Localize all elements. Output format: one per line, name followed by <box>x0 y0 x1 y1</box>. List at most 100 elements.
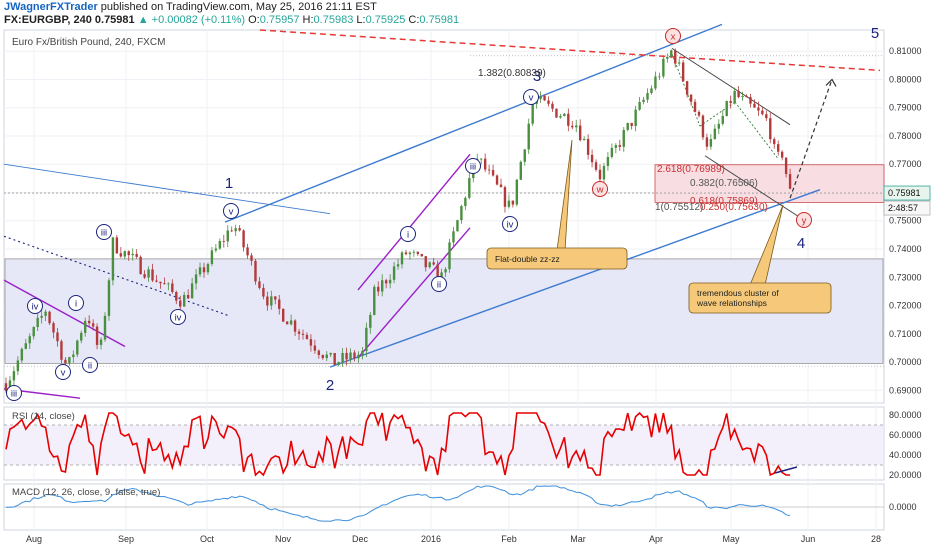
candle-body <box>210 250 214 264</box>
lower-channel-line <box>329 188 821 368</box>
candle-body <box>729 100 732 104</box>
candle-body <box>582 138 586 141</box>
candle-body <box>250 255 253 261</box>
wave-label-circle <box>502 216 518 232</box>
price-tick-label: 0.79000 <box>889 103 922 113</box>
ohlc-close: 0.75981 <box>419 14 460 26</box>
candle-body <box>563 113 566 117</box>
wave-label-circle <box>6 385 22 401</box>
candle-body <box>297 331 301 334</box>
candle-body <box>262 287 265 297</box>
candle-body <box>555 108 558 118</box>
candle-body <box>725 100 728 116</box>
ohlc-open: 0.75957 <box>259 14 300 26</box>
wave-label-iii: iii <box>470 162 476 173</box>
candle-body <box>305 334 309 340</box>
candle-body <box>571 125 574 128</box>
candle-body <box>602 165 606 180</box>
correction-lower-line <box>704 155 806 222</box>
purple-channel-lower <box>357 227 471 359</box>
candle-body <box>780 151 784 158</box>
candle-body <box>309 339 313 346</box>
candle-body <box>12 371 16 381</box>
candle-body <box>575 125 578 128</box>
candle-body <box>40 315 43 318</box>
ohlc-low-label: L: <box>356 14 366 26</box>
candle-body <box>159 281 162 284</box>
price-tick-label: 0.80000 <box>889 74 922 84</box>
candle-body <box>258 281 261 288</box>
candle-body <box>495 175 499 185</box>
wave-label-circle <box>55 364 71 380</box>
time-tick-label: Nov <box>275 534 292 544</box>
time-tick-label: Jun <box>801 534 816 544</box>
callout-flat-double-box <box>486 247 628 270</box>
candle-body <box>278 299 281 309</box>
rsi-tick-label: 80.0000 <box>889 410 922 420</box>
rsi-tick-label: 20.0000 <box>889 470 922 480</box>
candle-body <box>543 95 546 101</box>
candle-body <box>119 253 123 257</box>
candle-body <box>769 118 772 140</box>
price-tick-label: 0.74000 <box>889 244 922 254</box>
candle-body <box>527 123 530 150</box>
wave-label-circle <box>592 181 608 197</box>
candle-body <box>507 200 511 207</box>
candle-body <box>377 286 380 292</box>
candle-body <box>784 157 788 175</box>
candle-body <box>590 154 594 163</box>
wave-label-iv: iv <box>32 302 39 313</box>
candle-body <box>242 230 245 248</box>
candle-body <box>115 237 119 254</box>
macd-title: MACD (12, 26, close, 9, false, true) <box>12 487 160 498</box>
candle-body <box>515 179 519 205</box>
author-link[interactable]: JWagnerFXTrader <box>4 1 98 13</box>
fib-level-label: 0.250(0.75630) <box>700 202 768 213</box>
rsi-title: RSI (14, close) <box>12 411 75 422</box>
wave-label-circle <box>96 224 112 240</box>
candle-body <box>72 354 75 358</box>
wave-label-ii: ii <box>437 280 441 291</box>
candle-body <box>76 340 79 355</box>
candle-body <box>361 350 364 355</box>
candle-body <box>670 50 673 57</box>
price-tick-label: 0.81000 <box>889 46 922 56</box>
candle-body <box>432 262 435 265</box>
wave-label-2: 2 <box>326 377 334 394</box>
candle-body <box>634 109 637 127</box>
candle-body <box>44 311 47 316</box>
wave-label-circle <box>27 298 43 314</box>
candle-body <box>202 267 206 273</box>
candle-body <box>87 320 91 324</box>
time-tick-label: Feb <box>501 534 517 544</box>
candle-body <box>341 352 344 363</box>
candle-body <box>131 253 134 256</box>
candle-body <box>765 114 768 119</box>
wave-label-y: y <box>802 216 807 227</box>
price-tick-label: 0.71000 <box>889 329 922 339</box>
price-tick-label: 0.73000 <box>889 272 922 282</box>
candle-body <box>523 149 526 162</box>
candle-body <box>416 251 420 254</box>
wave-label-circle <box>665 28 681 44</box>
candle-body <box>167 283 170 285</box>
candle-body <box>622 129 625 147</box>
candle-body <box>337 362 340 365</box>
candle-body <box>214 248 218 251</box>
candle-body <box>8 380 12 391</box>
candle-body <box>511 200 515 205</box>
candle-body <box>713 128 717 140</box>
candle-body <box>737 90 740 98</box>
candle-body <box>685 81 689 95</box>
candle-body <box>175 291 178 301</box>
candle-body <box>266 296 269 306</box>
wave-label-w: w <box>596 185 604 196</box>
candle-body <box>325 354 328 359</box>
fib-cluster-zone <box>654 164 885 203</box>
countdown-badge <box>883 200 931 216</box>
candle-body <box>392 266 396 280</box>
wave-label-v: v <box>229 207 234 218</box>
candle-body <box>579 125 582 141</box>
candle-body <box>404 252 408 255</box>
